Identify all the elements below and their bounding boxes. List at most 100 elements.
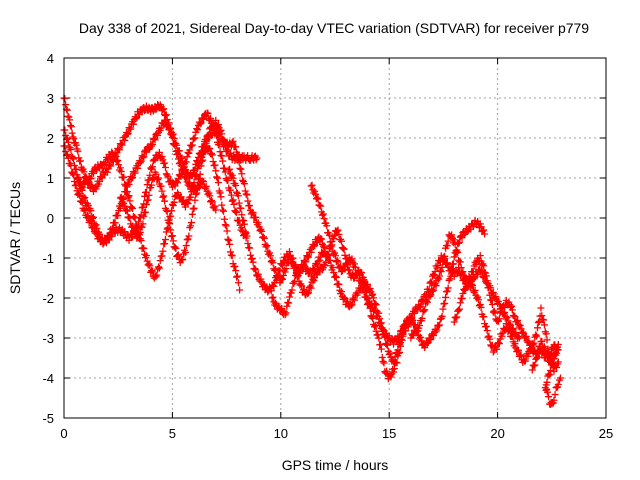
data-point: [234, 192, 242, 200]
data-point: [534, 319, 542, 327]
y-tick-label: -5: [42, 411, 54, 426]
data-point: [354, 269, 362, 277]
data-point: [483, 327, 491, 335]
data-point: [216, 148, 224, 156]
data-point: [235, 158, 243, 166]
data-point: [159, 193, 167, 201]
data-point: [514, 346, 522, 354]
data-point: [137, 237, 145, 245]
data-point: [67, 123, 75, 131]
data-point: [281, 268, 289, 276]
data-point: [423, 298, 431, 306]
data-point: [304, 290, 312, 298]
data-point: [435, 275, 443, 283]
data-point: [214, 121, 222, 129]
data-point: [68, 129, 76, 137]
data-point: [455, 305, 463, 313]
data-point: [390, 358, 398, 366]
data-point: [263, 242, 271, 250]
data-point: [129, 174, 137, 182]
y-tick-label: -3: [42, 331, 54, 346]
data-point: [272, 299, 280, 307]
data-point: [307, 284, 315, 292]
data-point: [528, 366, 536, 374]
data-point: [359, 284, 367, 292]
data-point: [458, 295, 466, 303]
data-point: [216, 189, 224, 197]
data-point: [472, 260, 480, 268]
data-point: [229, 174, 237, 182]
data-point: [182, 158, 190, 166]
data-point: [444, 284, 452, 292]
data-point: [64, 112, 72, 120]
data-point: [67, 161, 75, 169]
data-point: [248, 255, 256, 263]
data-point: [258, 227, 266, 235]
data-point: [207, 197, 215, 205]
x-tick-label: 25: [599, 426, 613, 441]
data-point: [467, 274, 475, 282]
data-point: [92, 185, 100, 193]
data-point: [223, 227, 231, 235]
data-point: [370, 323, 378, 331]
data-point: [116, 194, 124, 202]
data-point: [121, 228, 129, 236]
data-point: [435, 322, 443, 330]
data-point: [531, 361, 539, 369]
data-point: [437, 268, 445, 276]
data-point: [221, 221, 229, 229]
data-point: [217, 126, 225, 134]
data-point: [64, 154, 72, 162]
data-point: [455, 238, 463, 246]
data-point: [510, 312, 518, 320]
data-point: [207, 114, 215, 122]
data-point: [81, 206, 89, 214]
data-point: [188, 141, 196, 149]
data-point: [152, 170, 160, 178]
data-point: [225, 166, 233, 174]
data-point: [162, 206, 170, 214]
data-point: [457, 264, 465, 272]
data-point: [140, 212, 148, 220]
data-point: [397, 327, 405, 335]
data-point: [328, 241, 336, 249]
data-point: [333, 257, 341, 265]
data-point: [310, 277, 318, 285]
data-point: [232, 143, 240, 151]
data-point: [189, 135, 197, 143]
data-point: [64, 138, 72, 146]
data-point: [201, 144, 209, 152]
data-point: [227, 248, 235, 256]
data-point: [546, 371, 554, 379]
data-point: [429, 332, 437, 340]
data-point: [449, 260, 457, 268]
data-point: [514, 332, 522, 340]
data-point: [251, 265, 259, 273]
data-point: [196, 170, 204, 178]
data-point: [120, 173, 128, 181]
data-point: [481, 230, 489, 238]
data-point: [218, 152, 226, 160]
data-point: [298, 282, 306, 290]
data-point: [212, 167, 220, 175]
data-point: [421, 344, 429, 352]
data-point: [311, 266, 319, 274]
data-point: [213, 132, 221, 140]
data-point: [67, 145, 75, 153]
data-point: [61, 142, 69, 150]
tick-labels: 0 5 10 15 20 25 -5 -4 -3 -2 -1 0 1 2 3 4: [42, 51, 613, 441]
data-point: [390, 368, 398, 376]
data-point: [462, 285, 470, 293]
data-point: [416, 303, 424, 311]
data-point: [314, 195, 322, 203]
data-point: [269, 293, 277, 301]
data-point: [220, 164, 228, 172]
data-point: [232, 267, 240, 275]
data-point: [330, 269, 338, 277]
data-point: [178, 154, 186, 162]
data-point: [218, 130, 226, 138]
data-point: [344, 261, 352, 269]
y-tick-label: -4: [42, 371, 54, 386]
data-point: [227, 186, 235, 194]
